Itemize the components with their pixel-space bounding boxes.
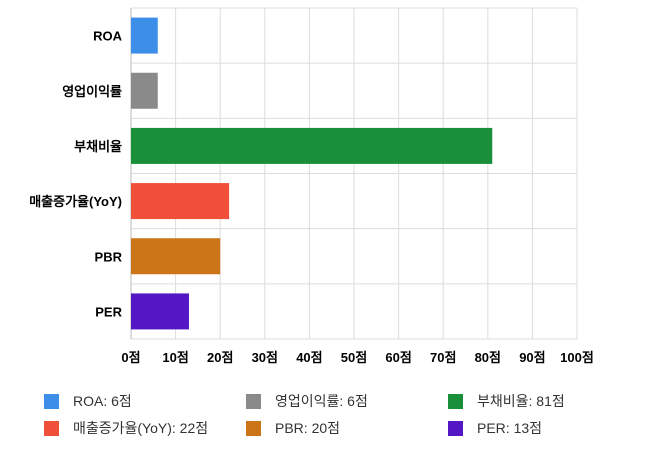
x-tick-label: 90점: [519, 350, 545, 365]
grid-lines: [130, 7, 578, 340]
bars: [131, 17, 493, 330]
category-label: 영업이익률: [62, 84, 122, 99]
x-tick-labels: 0점 10점 20점 30점 40점 50점 60점 70점 80점 90점 100점: [121, 350, 593, 365]
bar[interactable]: [131, 17, 158, 54]
category-label: 부채비율: [74, 139, 122, 154]
x-tick-label: 30점: [252, 350, 278, 365]
x-tick-label: 100점: [560, 350, 594, 365]
legend-label: 부채비율: 81점: [477, 393, 565, 409]
legend-swatch: [246, 420, 261, 436]
legend-label: PBR: 20점: [275, 420, 341, 436]
legend-label: 매출증가율(YoY): 22점: [73, 420, 209, 436]
legend-swatch: [44, 420, 59, 436]
bar[interactable]: [131, 127, 493, 164]
x-tick-label: 50점: [341, 350, 367, 365]
legend: ROA: 6점 영업이익률: 6점 부채비율: 81점 매출증가율(YoY): …: [44, 392, 644, 437]
legend-label: PER: 13점: [477, 420, 543, 436]
legend-item[interactable]: PER: 13점: [448, 419, 644, 437]
bar[interactable]: [131, 72, 158, 109]
bar[interactable]: [131, 238, 221, 275]
bar[interactable]: [131, 183, 230, 220]
legend-swatch: [246, 393, 261, 409]
legend-item[interactable]: PBR: 20점: [246, 419, 448, 437]
legend-swatch: [448, 393, 463, 409]
legend-item[interactable]: 영업이익률: 6점: [246, 392, 448, 410]
legend-item[interactable]: 매출증가율(YoY): 22점: [44, 419, 246, 437]
bar[interactable]: [131, 293, 189, 330]
legend-item[interactable]: 부채비율: 81점: [448, 392, 644, 410]
legend-swatch: [448, 420, 463, 436]
legend-item[interactable]: ROA: 6점: [44, 392, 246, 410]
x-tick-label: 0점: [121, 350, 140, 365]
category-label: ROA: [93, 29, 123, 44]
legend-label: ROA: 6점: [73, 393, 132, 409]
legend-label: 영업이익률: 6점: [275, 393, 368, 409]
x-tick-label: 70점: [430, 350, 456, 365]
category-label: PBR: [95, 249, 123, 264]
x-tick-label: 10점: [162, 350, 188, 365]
legend-swatch: [44, 393, 59, 409]
x-tick-label: 80점: [475, 350, 501, 365]
x-tick-label: 60점: [385, 350, 411, 365]
category-label: PER: [95, 304, 122, 319]
x-tick-label: 20점: [207, 350, 233, 365]
category-label: 매출증가율(YoY): [29, 194, 122, 209]
x-tick-label: 40점: [296, 350, 322, 365]
